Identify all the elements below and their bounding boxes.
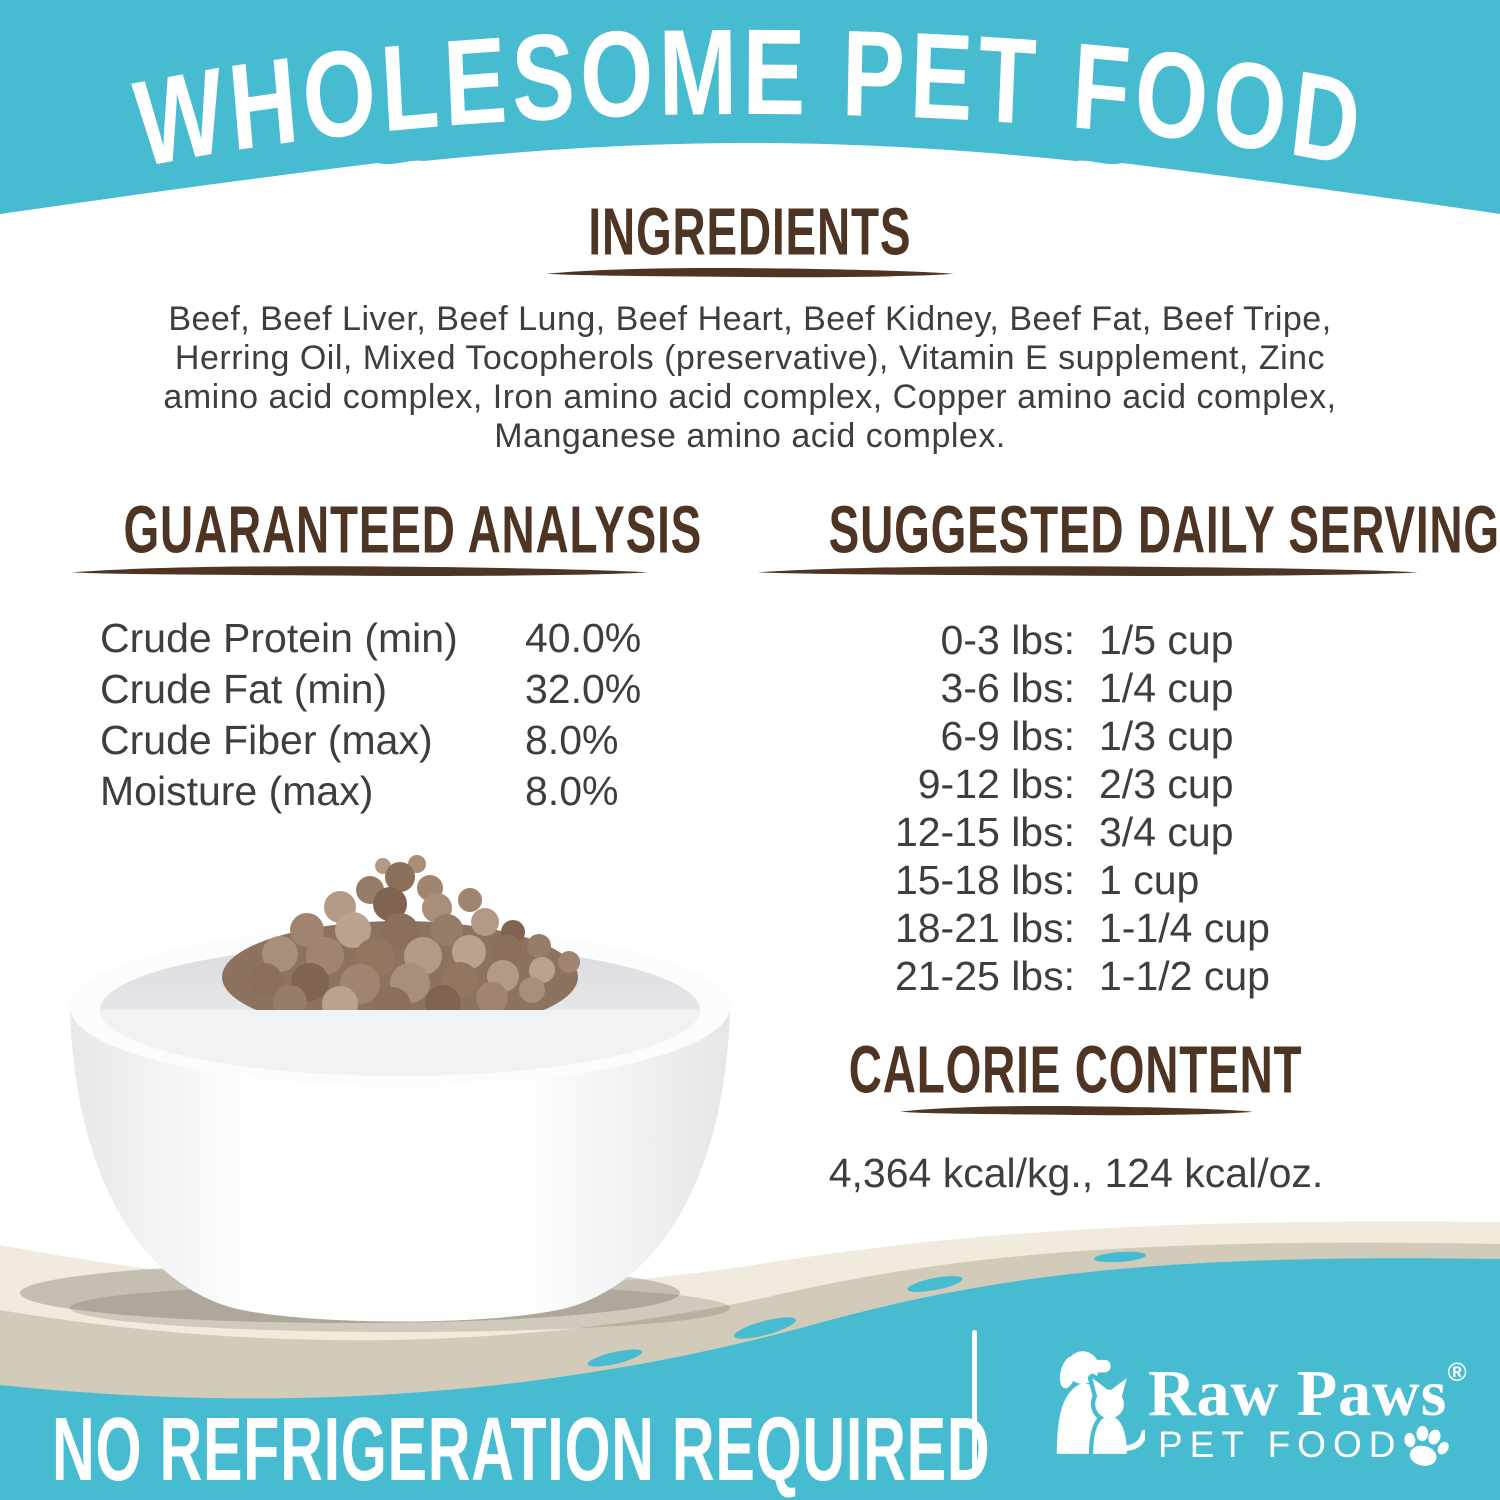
ingredients-underline-brush (546, 268, 954, 278)
analysis-row: Crude Protein (min) 40.0% (100, 613, 660, 664)
serving-row: 9-12 lbs: 2/3 cup (760, 760, 1320, 808)
analysis-label: Crude Fiber (max) (100, 717, 433, 763)
logo-brand-text: Raw Paws (1148, 1357, 1448, 1430)
serving-amount: 1/5 cup (1099, 616, 1234, 663)
serving-heading: SUGGESTED DAILY SERVING (828, 491, 1500, 567)
banner-title: WHOLESOME PET FOOD (128, 4, 1371, 194)
serving-amount: 1/3 cup (1099, 712, 1234, 759)
serving-amount: 3/4 cup (1099, 808, 1234, 855)
serving-table: 0-3 lbs: 1/5 cup 3-6 lbs: 1/4 cup 6-9 lb… (760, 616, 1320, 1000)
analysis-value: 8.0% (525, 717, 619, 763)
analysis-label: Crude Protein (min) (100, 615, 458, 661)
serving-underline-brush (757, 566, 1418, 576)
analysis-row: Moisture (max) 8.0% (100, 766, 660, 817)
serving-section-heading: SUGGESTED DAILY SERVING (755, 494, 1499, 580)
serving-row: 21-25 lbs: 1-1/2 cup (760, 952, 1320, 1000)
serving-row: 3-6 lbs: 1/4 cup (760, 664, 1320, 712)
footer-divider-line (972, 1330, 977, 1472)
analysis-label: Moisture (max) (100, 768, 374, 814)
ingredients-section-heading: INGREDIENTS (0, 196, 1500, 281)
serving-weight: 12-15 lbs: (894, 808, 1075, 855)
analysis-section-heading: GUARANTEED ANALYSIS (60, 494, 701, 580)
dog-cat-icon (1056, 1351, 1145, 1459)
analysis-value: 40.0% (525, 615, 642, 661)
serving-amount: 1-1/2 cup (1099, 952, 1270, 999)
serving-amount: 1-1/4 cup (1099, 904, 1270, 951)
serving-weight: 6-9 lbs: (940, 712, 1075, 759)
serving-amount: 2/3 cup (1099, 760, 1234, 807)
logo-brand-name: Raw Paws® (1148, 1356, 1468, 1432)
serving-weight: 9-12 lbs: (917, 760, 1075, 807)
serving-row: 0-3 lbs: 1/5 cup (760, 616, 1320, 664)
serving-amount: 1/4 cup (1099, 664, 1234, 711)
registered-mark: ® (1447, 1357, 1468, 1387)
serving-weight: 3-6 lbs: (940, 664, 1075, 711)
analysis-label: Crude Fat (min) (100, 666, 388, 712)
serving-amount: 1 cup (1099, 856, 1200, 903)
analysis-value: 32.0% (525, 666, 642, 712)
calorie-heading: CALORIE CONTENT (849, 1031, 1303, 1107)
serving-row: 6-9 lbs: 1/3 cup (760, 712, 1320, 760)
serving-weight: 18-21 lbs: (894, 904, 1075, 951)
banner-title-arc: WHOLESOME PET FOOD (128, 4, 1371, 194)
calorie-section-heading: CALORIE CONTENT (776, 1034, 1376, 1119)
analysis-value: 8.0% (525, 768, 619, 814)
serving-weight: 15-18 lbs: (894, 856, 1075, 903)
analysis-row: Crude Fat (min) 32.0% (100, 664, 660, 715)
analysis-underline-brush (71, 566, 649, 576)
analysis-row: Crude Fiber (max) 8.0% (100, 715, 660, 766)
serving-row: 18-21 lbs: 1-1/4 cup (760, 904, 1320, 952)
serving-row: 12-15 lbs: 3/4 cup (760, 808, 1320, 856)
analysis-heading: GUARANTEED ANALYSIS (123, 491, 703, 567)
no-refrigeration-claim: NO REFRIGERATION REQUIRED (52, 1399, 991, 1499)
food-bowl-image (70, 855, 730, 1332)
banner-background (0, 0, 1500, 265)
serving-weight: 0-3 lbs: (940, 616, 1075, 663)
logo-tagline: PET FOOD (1158, 1424, 1403, 1465)
analysis-table: Crude Protein (min) 40.0% Crude Fat (min… (100, 613, 660, 817)
cat-silhouette (1092, 1378, 1145, 1454)
serving-row: 15-18 lbs: 1 cup (760, 856, 1320, 904)
calorie-text: 4,364 kcal/kg., 124 kcal/oz. (828, 1150, 1324, 1196)
kibble-pile (222, 855, 580, 1033)
ingredients-text: Beef, Beef Liver, Beef Lung, Beef Heart,… (163, 300, 1337, 455)
paw-print-icon (1404, 1425, 1449, 1466)
ingredients-heading: INGREDIENTS (588, 193, 912, 269)
serving-weight: 21-25 lbs: (894, 952, 1075, 999)
calorie-underline-brush (899, 1106, 1253, 1116)
